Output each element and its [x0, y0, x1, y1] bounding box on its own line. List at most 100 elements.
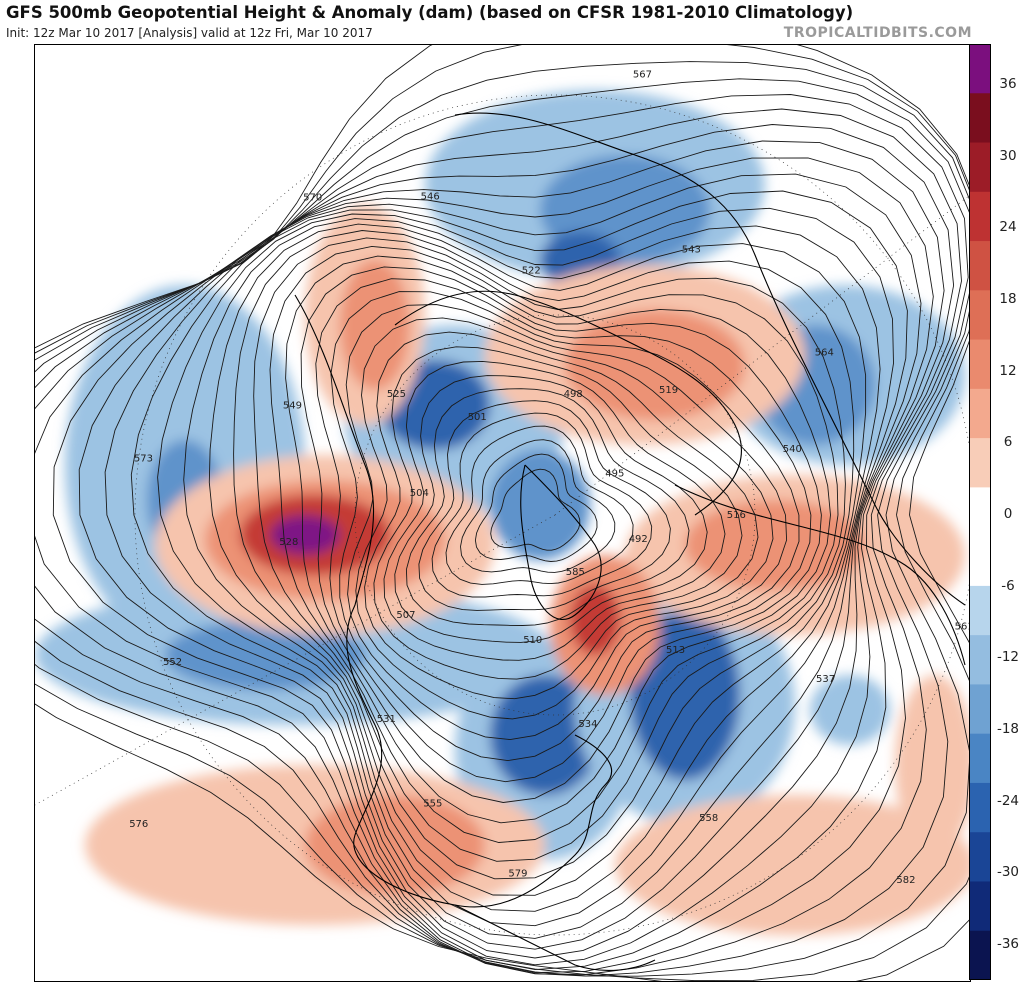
height-contour [104, 173, 922, 950]
pos-anomaly-bering-core [340, 260, 410, 390]
contour-label: 582 [896, 875, 915, 886]
contour-label: 540 [783, 444, 802, 455]
colorbar-swatch [969, 930, 991, 980]
contour-label: 558 [699, 813, 718, 824]
coast-north-america [294, 294, 613, 908]
contour-label: 564 [815, 347, 834, 358]
height-contour [355, 317, 774, 720]
neg-anomaly-greenland [490, 450, 590, 560]
contour-label: 537 [816, 674, 835, 685]
contour-label: 528 [279, 537, 298, 548]
colorbar-tick-label: -24 [996, 792, 1020, 809]
colorbar-swatch [969, 438, 991, 488]
height-contour [418, 400, 671, 611]
colorbar-swatch [969, 93, 991, 144]
height-contour [373, 346, 743, 680]
brand-watermark: TROPICALTIDBITS.COM [783, 25, 972, 41]
height-contours [35, 45, 970, 981]
colorbar-swatch [969, 881, 991, 932]
contour-label: 510 [523, 635, 542, 646]
colorbar-swatch [969, 487, 991, 538]
contour-label: 504 [410, 488, 429, 499]
contour-label: 534 [578, 719, 597, 730]
anomaly-map: 582 579 576 573 570 567 564 561 558 555 552 549 546 5… [35, 45, 970, 981]
colorbar-swatch [969, 782, 991, 833]
height-contour [330, 291, 800, 762]
neg-anomaly-atlantic-core [630, 610, 740, 780]
height-contour [345, 304, 788, 741]
height-contour [52, 140, 945, 966]
colorbar-swatch [969, 585, 991, 636]
height-contour [35, 108, 962, 974]
contour-label: 567 [633, 70, 652, 81]
contour-label: 495 [605, 468, 624, 479]
pos-anomaly-east-pacific [895, 675, 970, 855]
chart-title: GFS 500mb Geopotential Height & Anomaly … [6, 3, 854, 22]
height-contour [78, 157, 934, 959]
height-contour [383, 360, 726, 661]
pos-anomaly-siberia-core [565, 310, 745, 420]
colorbar-swatch [969, 142, 991, 193]
height-contour [183, 218, 881, 912]
pos-anomaly-north-atlantic-core [570, 585, 620, 655]
colorbar-labels: 36 30 24 18 12 6 0 -6 -12 -18 -24 -30 -36 [991, 44, 1024, 980]
neg-anomaly-east-atlantic [810, 675, 890, 745]
height-contour [445, 425, 634, 585]
colorbar-tick-label: -36 [996, 936, 1020, 952]
height-contour [35, 61, 970, 977]
coast-gulf [454, 904, 656, 971]
map-panel: 582 579 576 573 570 567 564 561 558 555 552 549 546 5… [34, 44, 971, 982]
latitude-circle-60 [354, 314, 756, 716]
height-contour [315, 278, 812, 783]
height-contour [394, 375, 708, 643]
height-contour [474, 453, 598, 562]
height-contour [490, 468, 581, 551]
coast-eurasia [454, 112, 966, 606]
coastlines [294, 112, 966, 971]
height-contour [460, 439, 616, 573]
coast-arctic [394, 290, 742, 516]
colorbar-tick-label: 6 [1003, 434, 1013, 451]
height-contour [208, 223, 867, 896]
height-contour [253, 237, 846, 862]
graticule [35, 94, 970, 936]
neg-anomaly-pacific-band-core [165, 620, 365, 690]
contour-label: 513 [666, 645, 685, 656]
contour-label: 552 [163, 657, 182, 668]
colorbar-swatch [969, 733, 991, 784]
contour-label: 549 [283, 400, 302, 411]
contour-labels: 582 579 576 573 570 567 564 561 558 555 552 549 546 5… [129, 70, 970, 887]
height-contour [35, 94, 969, 975]
colorbar-swatch [969, 536, 991, 587]
coast-europe [674, 484, 966, 666]
chart-subtitle: Init: 12z Mar 10 2017 [Analysis] valid a… [6, 26, 373, 40]
contour-label: 546 [421, 191, 440, 202]
contour-label: 585 [566, 567, 585, 578]
contour-label: 576 [129, 819, 148, 830]
height-contour [300, 266, 822, 803]
height-contour [35, 45, 970, 981]
height-contour [35, 78, 970, 977]
height-contour [35, 124, 955, 971]
contour-label: 555 [423, 799, 442, 810]
contour-label: 516 [727, 510, 746, 521]
colorbar-swatch [969, 684, 991, 735]
height-contour [364, 331, 759, 700]
colorbar [969, 44, 991, 980]
colorbar-swatch [969, 388, 991, 439]
colorbar-tick-label: -30 [996, 864, 1020, 881]
contour-label: 570 [303, 192, 322, 203]
colorbar-tick-label: 12 [999, 362, 1017, 379]
contour-label: 519 [659, 385, 678, 396]
height-contour [130, 190, 908, 939]
colorbar-tick-label: -18 [996, 721, 1020, 737]
anomaly-shading [35, 90, 970, 935]
contour-label: 522 [522, 266, 541, 277]
pos-anomaly-europe-core [685, 500, 865, 590]
colorbar-tick-label: 30 [999, 147, 1017, 164]
contour-label: 543 [682, 245, 701, 256]
contour-label: 525 [387, 389, 406, 400]
contour-label: 507 [396, 610, 415, 621]
pos-anomaly-southwest-us-core [305, 795, 485, 895]
contour-label: 498 [564, 389, 583, 400]
